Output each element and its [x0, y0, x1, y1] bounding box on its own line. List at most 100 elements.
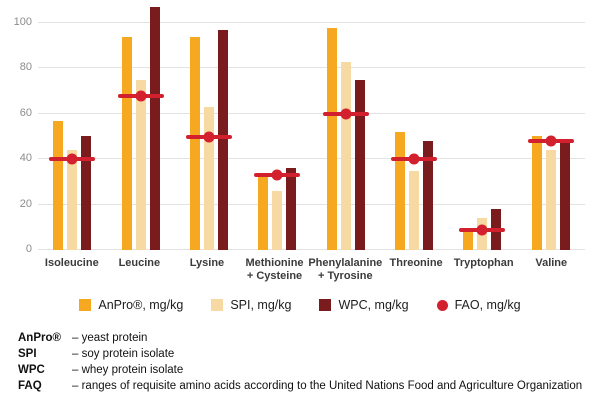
bars	[175, 5, 243, 250]
bars	[38, 5, 106, 250]
bar-wpc	[423, 141, 434, 250]
bars	[243, 5, 311, 250]
footnote-wpc: WPC – whey protein isolate	[18, 362, 596, 378]
bar-spi	[203, 107, 214, 250]
bar-group	[380, 5, 448, 250]
legend-item-anpro: AnPro®, mg/kg	[79, 298, 183, 312]
x-axis-category-label: Lysine	[189, 257, 225, 269]
chart-legend: AnPro®, mg/kg SPI, mg/kg WPC, mg/kg FAO,…	[0, 298, 600, 312]
x-axis-category-label: Leucine	[118, 257, 161, 269]
fao-marker-line	[254, 169, 301, 181]
x-axis-labels: Isoleucine Leucine Lysine Methionine + Cyst…	[38, 257, 585, 283]
bar-wpc	[286, 168, 297, 250]
footnote-term: FAQ	[18, 380, 42, 392]
plot-area: 0 20 40 60 80 100	[14, 5, 585, 255]
fao-dot-icon	[436, 299, 448, 311]
y-axis-tick-label: 60	[19, 106, 32, 119]
bars	[517, 5, 585, 250]
fao-marker-dot-icon	[340, 108, 352, 120]
bar-wpc	[559, 141, 570, 250]
fao-marker-dot-icon	[203, 131, 215, 142]
bar-anpro	[395, 132, 406, 250]
footnote-term: SPI	[18, 348, 37, 360]
fao-marker-dot-icon	[271, 169, 283, 181]
fao-marker-dot-icon	[408, 153, 420, 165]
legend-label: SPI, mg/kg	[230, 298, 292, 312]
x-axis-category-label: Isoleucine	[44, 257, 99, 269]
bar-anpro	[189, 37, 200, 250]
bar-spi	[272, 191, 283, 250]
bar-group	[448, 5, 516, 250]
fao-marker-line	[459, 224, 506, 236]
spi-swatch-icon	[211, 299, 224, 311]
x-axis-category-label: Methionine + Cysteine	[245, 257, 304, 282]
bar-anpro	[531, 136, 542, 250]
y-axis-tick-label: 80	[19, 61, 32, 74]
gridline-y20	[38, 203, 585, 205]
bar-group	[175, 5, 243, 250]
bar-wpc	[81, 136, 92, 250]
x-axis-category-label: Valine	[535, 257, 568, 269]
bar-spi	[67, 150, 78, 250]
bars	[380, 5, 448, 250]
anpro-swatch-icon	[79, 299, 92, 311]
bars	[106, 5, 174, 250]
gridline-y100	[38, 22, 585, 23]
fao-marker-dot-icon	[545, 135, 557, 147]
footnote-spi: SPI – soy protein isolate	[18, 346, 596, 362]
footnote-definition: – whey protein isolate	[72, 364, 184, 376]
fao-marker-dot-icon	[476, 224, 488, 236]
bar-group	[106, 5, 174, 250]
bar-anpro	[121, 37, 132, 250]
bar-group	[243, 5, 311, 250]
fao-marker-line	[527, 135, 574, 147]
bar-anpro	[326, 28, 337, 250]
y-axis-tick-label: 100	[13, 16, 32, 28]
gridline-y40	[38, 158, 585, 160]
gridline-y80	[38, 67, 585, 69]
gridline-y0	[38, 249, 585, 250]
bar-anpro	[463, 230, 474, 250]
bar-wpc	[217, 30, 228, 250]
gridline-y60	[38, 112, 585, 114]
bar-anpro	[53, 121, 64, 250]
legend-label: AnPro®, mg/kg	[98, 298, 184, 312]
legend-item-spi: SPI, mg/kg	[211, 298, 291, 312]
footnote-faq: FAQ – ranges of requisite amino acids ac…	[18, 378, 596, 394]
legend-item-fao: FAO, mg/kg	[436, 298, 521, 312]
bar-group	[38, 5, 106, 250]
bar-groups	[38, 5, 585, 250]
y-axis-tick-label: 0	[25, 243, 32, 255]
bar-group	[517, 5, 585, 250]
y-axis-tick-label: 20	[19, 197, 32, 210]
wpc-swatch-icon	[319, 299, 332, 311]
footnote-definition: – soy protein isolate	[72, 348, 175, 360]
bar-spi	[340, 62, 351, 250]
fao-marker-line	[117, 90, 164, 102]
bar-wpc	[354, 80, 365, 250]
x-axis-category-label: Threonine	[389, 257, 443, 269]
fao-marker-line	[322, 108, 369, 120]
footnote-definition: – ranges of requisite amino acids accord…	[72, 380, 583, 392]
bar-spi	[545, 150, 556, 250]
fao-marker-dot-icon	[66, 153, 78, 165]
footnote-term: WPC	[18, 364, 45, 376]
bar-spi	[409, 171, 420, 250]
fao-marker-line	[185, 131, 232, 142]
x-axis-category-label: Tryptophan	[453, 257, 514, 269]
bar-group	[312, 5, 380, 250]
legend-item-wpc: WPC, mg/kg	[319, 298, 409, 312]
bars	[312, 5, 380, 250]
legend-label: FAO, mg/kg	[454, 298, 521, 312]
y-axis-tick-label: 40	[19, 152, 32, 165]
footnotes: AnPro® – yeast protein SPI – soy protein…	[18, 330, 596, 394]
bar-wpc	[149, 7, 160, 250]
bars	[448, 5, 516, 250]
fao-marker-dot-icon	[135, 90, 147, 102]
footnote-term: AnPro®	[18, 332, 61, 344]
x-axis-category-label: Phenylalanine + Tyrosine	[308, 257, 383, 282]
bar-spi	[135, 80, 146, 250]
fao-marker-line	[391, 153, 438, 165]
bar-anpro	[258, 177, 269, 250]
